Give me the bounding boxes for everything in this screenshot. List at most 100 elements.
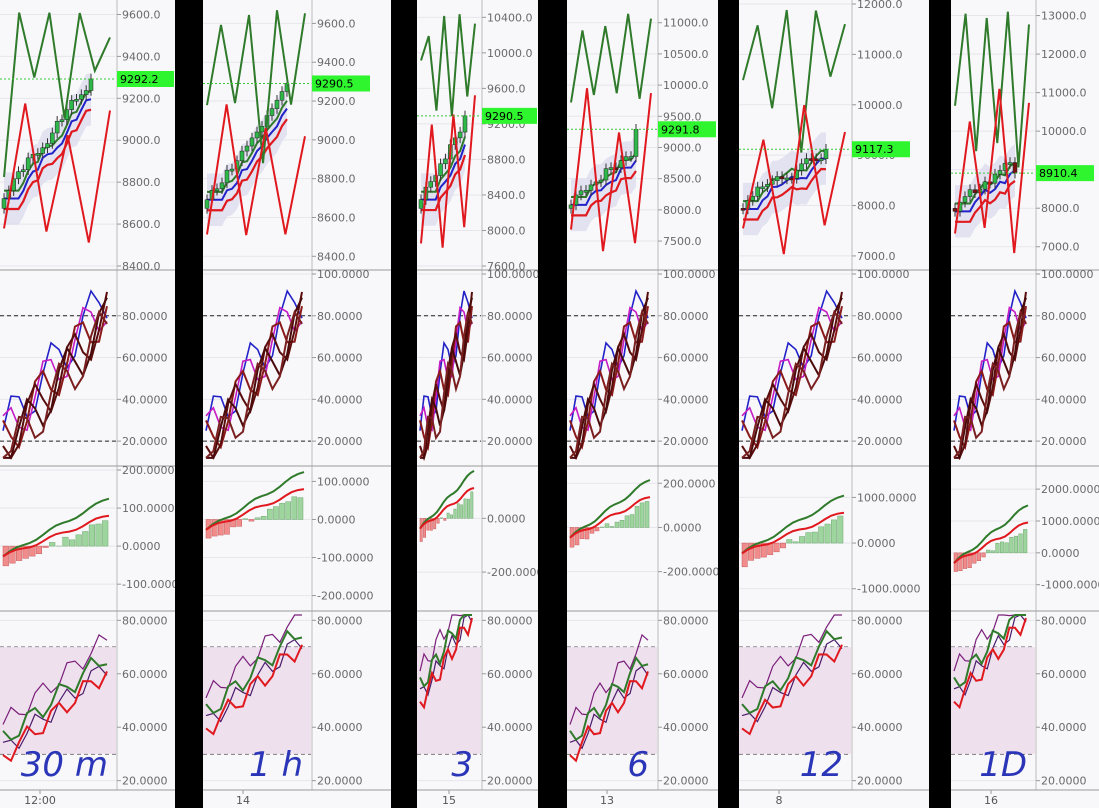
bull-candle	[204, 199, 210, 209]
timeframe-column-3[interactable]: 10400.0 10000.0 9600.0 9200.0 8800.0 8400.0 80…	[417, 0, 538, 808]
timeframe-column-5[interactable]: 12000.011000.010000.09000.08000.07000.09…	[739, 0, 929, 808]
zigzag-indicator-green	[420, 14, 476, 117]
y-tick-label: 80.0000	[122, 310, 168, 323]
stochastic-line	[954, 297, 1027, 459]
rsi-line	[953, 617, 1027, 710]
macd-histogram-bar	[285, 501, 291, 520]
stoch-panel[interactable]: 80.0000 60.0000 40.0000 20.0000	[0, 289, 175, 467]
bull-candle	[35, 153, 41, 156]
timeframe-column-1[interactable]: 9600.0 9400.0 9200.0 9000.0 8800.0 8600.0 8400…	[0, 0, 175, 808]
macd-histogram-bar	[440, 517, 443, 519]
y-tick-label: 40.0000	[317, 721, 363, 734]
y-tick-label: 8500.0	[663, 173, 702, 186]
timeframe-column-4[interactable]: 11000.0 10500.0 10000.0 9500.0 9000.0 8500.0 8…	[567, 0, 718, 808]
price-panel[interactable]: 10400.010000.09600.09200.08800.08400.080…	[417, 11, 538, 273]
rsi-panel[interactable]: 80.0000 60.0000 40.0000 20.0000 1 h	[203, 614, 391, 791]
y-tick-label: 9500.0	[663, 110, 702, 123]
y-tick-label: 13000.0	[1041, 10, 1087, 23]
mid-moving-average-line	[743, 157, 827, 211]
y-tick-label: 60.0000	[317, 352, 363, 365]
macd-signal-line	[2, 514, 110, 558]
rsi-band	[951, 647, 1035, 754]
macd-histogram-bar	[990, 550, 995, 554]
y-tick-label: 8600.0	[317, 211, 356, 224]
timeframe-column-svg: 13000.012000.011000.010000.09000.08000.0…	[951, 0, 1099, 807]
rsi-panel[interactable]: 80.0000 60.0000 40.0000 20.0000 1D	[951, 614, 1099, 791]
price-panel[interactable]: 12000.011000.010000.09000.08000.07000.09…	[739, 0, 929, 271]
rsi-panel[interactable]: 80.0000 60.0000 40.0000 20.0000 12	[739, 614, 929, 791]
bear-candle	[779, 176, 785, 180]
macd-histogram-bar	[981, 552, 986, 558]
fast-moving-average-line	[207, 100, 288, 193]
bull-candle	[239, 150, 245, 162]
stoch-panel[interactable]: 100.0000 80.0000 60.0000 40.0000 20.0000	[417, 268, 538, 467]
macd-histogram-bar	[976, 552, 981, 561]
price-panel[interactable]: 9600.0 9400.0 9200.0 9000.0 8800.0 8600.0 8400…	[203, 10, 391, 271]
rsi-panel[interactable]: 80.0000 60.0000 40.0000 20.0000 6	[567, 614, 718, 791]
rsi-panel[interactable]: 80.0000 60.0000 40.0000 20.0000 30 m	[0, 614, 175, 791]
macd-histogram-bar	[958, 552, 963, 572]
bull-candle	[219, 182, 225, 190]
stoch-panel[interactable]: 100.0000 80.0000 60.0000 40.0000 20.0000	[203, 268, 391, 467]
y-tick-label: -100.0000	[317, 552, 373, 565]
macd-histogram-bar	[614, 521, 620, 528]
y-tick-label: 10000.0	[487, 47, 533, 60]
macd-histogram-bar	[224, 519, 230, 535]
timeframe-column-svg: 9600.0 9400.0 9200.0 9000.0 8800.0 8600.0 8400…	[203, 0, 391, 807]
price-panel[interactable]: 9600.0 9400.0 9200.0 9000.0 8800.0 8600.0 8400…	[0, 8, 175, 273]
macd-panel[interactable]: 200.0000 0.0000 -200.0000	[567, 477, 718, 612]
y-tick-label: 40.0000	[663, 721, 709, 734]
y-tick-label: 20.0000	[857, 435, 903, 448]
y-tick-label: 9600.0	[122, 8, 161, 21]
rsi-line	[741, 638, 843, 723]
stochastic-line	[2, 309, 108, 459]
timeframe-column-svg: 9600.0 9400.0 9200.0 9000.0 8800.0 8600.0 8400…	[0, 0, 175, 807]
y-tick-label: 10000.0	[857, 99, 903, 112]
bull-candle	[1007, 162, 1013, 165]
macd-histogram-bar	[463, 498, 467, 519]
macd-panel[interactable]: 2000.0000 1000.0000 0.0000 -1000.0000	[951, 483, 1099, 612]
rsi-line	[205, 614, 302, 699]
bull-candle	[784, 177, 790, 181]
stochastic-line	[569, 309, 649, 459]
macd-histogram-bar	[273, 506, 279, 520]
rsi-line	[419, 614, 473, 697]
y-tick-label: 7000.0	[1041, 241, 1080, 254]
price-panel[interactable]: 13000.012000.011000.010000.09000.08000.0…	[951, 10, 1099, 271]
stoch-panel[interactable]: 100.0000 80.0000 60.0000 40.0000 20.0000	[739, 268, 929, 467]
macd-histogram-bar	[453, 508, 457, 519]
macd-histogram-bar	[773, 542, 780, 553]
bull-candle	[83, 90, 89, 95]
bull-candle	[40, 147, 45, 154]
macd-histogram-bar	[446, 512, 450, 519]
y-tick-label: 40.0000	[317, 393, 363, 406]
y-tick-label: -100.0000	[122, 578, 175, 591]
y-tick-label: 9000.0	[317, 134, 356, 147]
macd-panel[interactable]: 200.0000 100.0000 0.0000 -100.0000	[0, 464, 175, 612]
macd-panel[interactable]: 0.0000 -200.0000	[417, 470, 538, 612]
timeframe-column-2[interactable]: 9600.0 9400.0 9200.0 9000.0 8800.0 8600.0 8400…	[203, 0, 391, 808]
y-tick-label: 40.0000	[1041, 721, 1087, 734]
macd-histogram-bar	[267, 508, 273, 520]
y-tick-label: 60.0000	[663, 352, 709, 365]
zigzag-indicator-red	[420, 95, 476, 248]
macd-histogram-bar	[291, 496, 298, 520]
rsi-panel[interactable]: 80.0000 60.0000 40.0000 20.0000 3	[417, 614, 538, 791]
stoch-panel[interactable]: 100.0000 80.0000 60.0000 40.0000 20.0000	[951, 268, 1099, 467]
macd-histogram-bar	[967, 552, 972, 569]
timeframe-column-6[interactable]: 13000.012000.011000.010000.09000.08000.0…	[951, 0, 1099, 808]
macd-panel[interactable]: 1000.0000 0.0000 -1000.0000	[739, 491, 929, 612]
y-tick-label: -1000.0000	[857, 583, 920, 596]
macd-histogram-bar	[760, 542, 767, 558]
y-tick-label: 9600.0	[487, 82, 526, 95]
y-tick-label: 0.0000	[317, 513, 356, 526]
price-panel[interactable]: 11000.0 10500.0 10000.0 9500.0 9000.0 8500.0 8…	[567, 13, 718, 271]
macd-panel[interactable]: 100.0000 0.0000 -100.0000 -200.0000	[203, 471, 391, 612]
last-price-label: 8910.4	[1039, 167, 1078, 180]
bear-candle	[740, 208, 746, 211]
macd-line	[953, 504, 1029, 564]
y-tick-label: 12000.0	[857, 0, 903, 11]
stoch-panel[interactable]: 100.0000 80.0000 60.0000 40.0000 20.0000	[567, 268, 718, 467]
y-tick-label: 20.0000	[487, 435, 533, 448]
macd-histogram-bar	[236, 519, 242, 527]
